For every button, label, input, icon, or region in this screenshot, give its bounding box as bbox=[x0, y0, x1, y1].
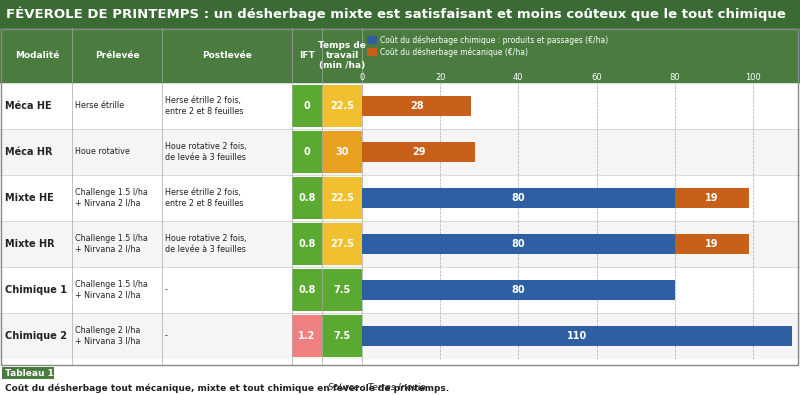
Bar bbox=[322, 315, 362, 357]
Text: IFT: IFT bbox=[299, 51, 315, 60]
Bar bbox=[0, 175, 800, 221]
Bar bbox=[322, 223, 362, 265]
Text: Houe rotative: Houe rotative bbox=[75, 147, 130, 156]
Bar bbox=[0, 313, 800, 359]
Text: 0: 0 bbox=[304, 147, 310, 157]
Text: Mixte HR: Mixte HR bbox=[5, 239, 54, 249]
Bar bbox=[322, 177, 362, 219]
Bar bbox=[292, 223, 322, 265]
Bar bbox=[292, 177, 322, 219]
Text: 80: 80 bbox=[511, 285, 525, 295]
Bar bbox=[362, 280, 674, 300]
Text: Herse étrille: Herse étrille bbox=[75, 102, 124, 111]
Text: 0: 0 bbox=[359, 73, 365, 81]
Bar bbox=[674, 234, 749, 254]
Bar bbox=[292, 85, 322, 127]
Text: 80: 80 bbox=[511, 239, 525, 249]
Text: Modalité: Modalité bbox=[15, 51, 59, 60]
Text: Méca HE: Méca HE bbox=[5, 101, 52, 111]
Bar bbox=[322, 85, 362, 127]
Bar bbox=[362, 96, 471, 117]
Text: Tableau 1: Tableau 1 bbox=[5, 369, 54, 378]
Bar bbox=[0, 129, 800, 175]
Text: Chimique 1: Chimique 1 bbox=[5, 285, 67, 295]
Bar bbox=[0, 83, 800, 129]
Text: 20: 20 bbox=[435, 73, 446, 81]
Text: 0: 0 bbox=[304, 101, 310, 111]
Text: Coût du désherbage chimique : produits et passages (€/ha): Coût du désherbage chimique : produits e… bbox=[380, 35, 608, 45]
Text: 27.5: 27.5 bbox=[330, 239, 354, 249]
Text: -: - bbox=[165, 286, 168, 295]
Bar bbox=[0, 365, 800, 395]
Text: Postlevée: Postlevée bbox=[202, 51, 252, 60]
Text: Coût du désherbage mécanique (€/ha): Coût du désherbage mécanique (€/ha) bbox=[380, 47, 528, 57]
Bar bbox=[1, 29, 798, 365]
Text: 0.8: 0.8 bbox=[298, 285, 316, 295]
Bar bbox=[292, 315, 322, 357]
Bar bbox=[322, 269, 362, 311]
Bar bbox=[362, 188, 674, 208]
Bar bbox=[292, 131, 322, 173]
Text: FÉVEROLE DE PRINTEMPS : un désherbage mixte est satisfaisant et moins coûteux qu: FÉVEROLE DE PRINTEMPS : un désherbage mi… bbox=[6, 7, 786, 21]
Text: Temps de
travail
(min /ha): Temps de travail (min /ha) bbox=[318, 41, 366, 70]
Bar bbox=[362, 234, 674, 254]
Bar bbox=[0, 267, 800, 313]
Text: 7.5: 7.5 bbox=[334, 331, 350, 341]
Text: 60: 60 bbox=[591, 73, 602, 81]
Text: Mixte HE: Mixte HE bbox=[5, 193, 54, 203]
Bar bbox=[362, 325, 792, 346]
Text: 80: 80 bbox=[670, 73, 680, 81]
Text: 19: 19 bbox=[705, 193, 718, 203]
Text: 7.5: 7.5 bbox=[334, 285, 350, 295]
Bar bbox=[2, 367, 54, 379]
Bar bbox=[674, 188, 749, 208]
Text: Herse étrille 2 fois,
entre 2 et 8 feuilles: Herse étrille 2 fois, entre 2 et 8 feuil… bbox=[165, 96, 243, 116]
Text: Challenge 1.5 l/ha
+ Nirvana 2 l/ha: Challenge 1.5 l/ha + Nirvana 2 l/ha bbox=[75, 234, 148, 254]
Text: 22.5: 22.5 bbox=[330, 101, 354, 111]
Text: Chimique 2: Chimique 2 bbox=[5, 331, 67, 341]
Text: Houe rotative 2 fois,
de levée à 3 feuilles: Houe rotative 2 fois, de levée à 3 feuil… bbox=[165, 234, 246, 254]
Text: Houe rotative 2 fois,
de levée à 3 feuilles: Houe rotative 2 fois, de levée à 3 feuil… bbox=[165, 142, 246, 162]
Text: 110: 110 bbox=[567, 331, 587, 341]
Text: 29: 29 bbox=[412, 147, 426, 157]
Text: 0.8: 0.8 bbox=[298, 239, 316, 249]
Bar bbox=[362, 142, 475, 162]
Text: 80: 80 bbox=[511, 193, 525, 203]
Text: 1.2: 1.2 bbox=[298, 331, 316, 341]
Text: Herse étrille 2 fois,
entre 2 et 8 feuilles: Herse étrille 2 fois, entre 2 et 8 feuil… bbox=[165, 188, 243, 208]
Bar bbox=[322, 131, 362, 173]
Bar bbox=[367, 48, 377, 56]
Text: 19: 19 bbox=[705, 239, 718, 249]
Text: 30: 30 bbox=[335, 147, 349, 157]
Text: Coût du désherbage tout mécanique, mixte et tout chimique en féverole de printem: Coût du désherbage tout mécanique, mixte… bbox=[5, 383, 449, 393]
Text: Challenge 2 l/ha
+ Nirvana 3 l/ha: Challenge 2 l/ha + Nirvana 3 l/ha bbox=[75, 326, 140, 346]
Text: Méca HR: Méca HR bbox=[5, 147, 53, 157]
Text: Challenge 1.5 l/ha
+ Nirvana 2 l/ha: Challenge 1.5 l/ha + Nirvana 2 l/ha bbox=[75, 188, 148, 208]
Text: -: - bbox=[165, 331, 168, 340]
Bar bbox=[0, 0, 800, 28]
Text: 22.5: 22.5 bbox=[330, 193, 354, 203]
Text: 100: 100 bbox=[745, 73, 761, 81]
Text: Source : Terres Inovia.: Source : Terres Inovia. bbox=[325, 384, 429, 393]
Bar bbox=[0, 28, 800, 83]
Text: 0.8: 0.8 bbox=[298, 193, 316, 203]
Bar bbox=[292, 269, 322, 311]
Bar bbox=[367, 36, 377, 44]
Text: 40: 40 bbox=[513, 73, 524, 81]
Text: Prélevée: Prélevée bbox=[94, 51, 139, 60]
Text: 28: 28 bbox=[410, 101, 423, 111]
Text: Challenge 1.5 l/ha
+ Nirvana 2 l/ha: Challenge 1.5 l/ha + Nirvana 2 l/ha bbox=[75, 280, 148, 300]
Bar bbox=[0, 221, 800, 267]
